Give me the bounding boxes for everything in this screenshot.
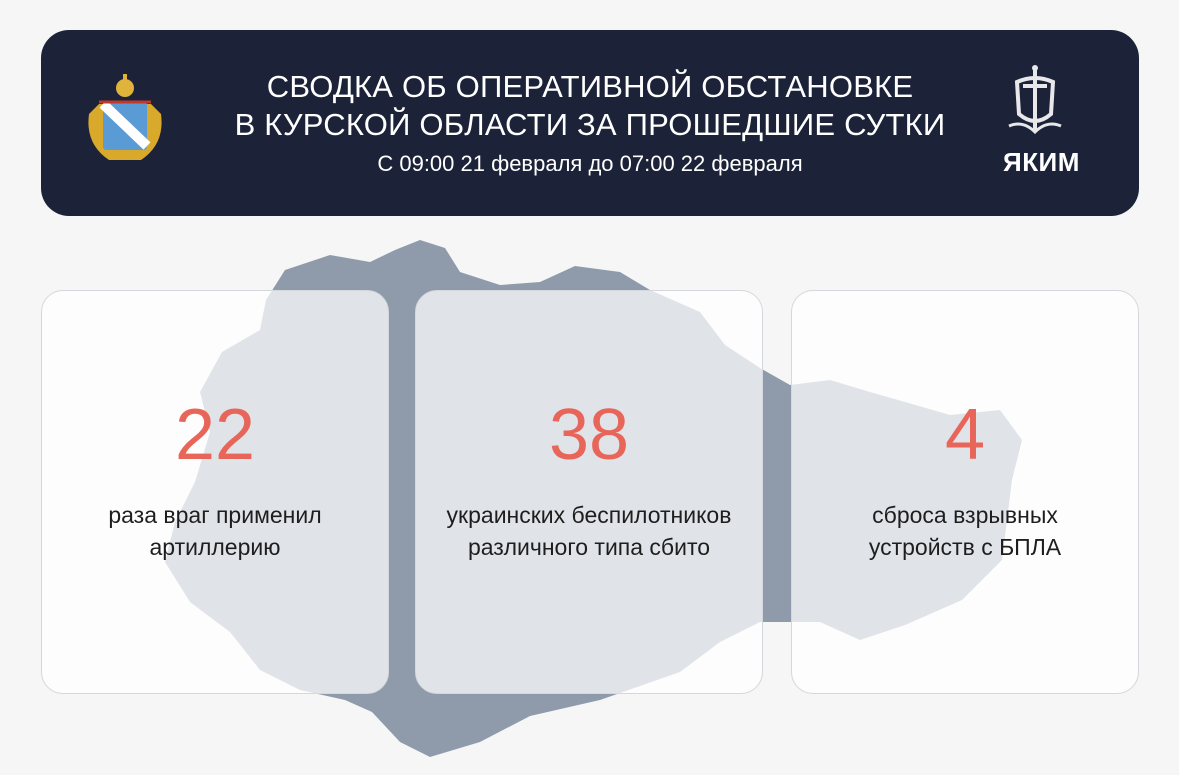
date-range: С 09:00 21 февраля до 07:00 22 февраля	[377, 151, 803, 176]
stat-description: раза враг применил артиллерию	[108, 502, 322, 560]
stat-card-artillery: 22 раза враг применил артиллерию	[41, 290, 389, 694]
sword-shield-icon	[1008, 65, 1062, 135]
stat-description: украинских беспилотников различного типа…	[446, 502, 732, 560]
stat-description: сброса взрывных устройств с БПЛА	[868, 502, 1062, 560]
stat-value: 22	[174, 395, 256, 475]
header-banner: СВОДКА ОБ ОПЕРАТИВНОЙ ОБСТАНОВКЕ В КУРСК…	[41, 30, 1139, 216]
stat-value: 38	[548, 395, 630, 475]
stat-card-drops: 4 сброса взрывных устройств с БПЛА	[791, 290, 1139, 694]
kursk-coat-of-arms-icon	[88, 74, 162, 160]
page-title: СВОДКА ОБ ОПЕРАТИВНОЙ ОБСТАНОВКЕ В КУРСК…	[234, 69, 946, 142]
stat-card-drones: 38 украинских беспилотников различного т…	[415, 290, 763, 694]
yakim-logo: ЯКИМ	[1003, 64, 1079, 178]
stat-value: 4	[944, 395, 986, 475]
